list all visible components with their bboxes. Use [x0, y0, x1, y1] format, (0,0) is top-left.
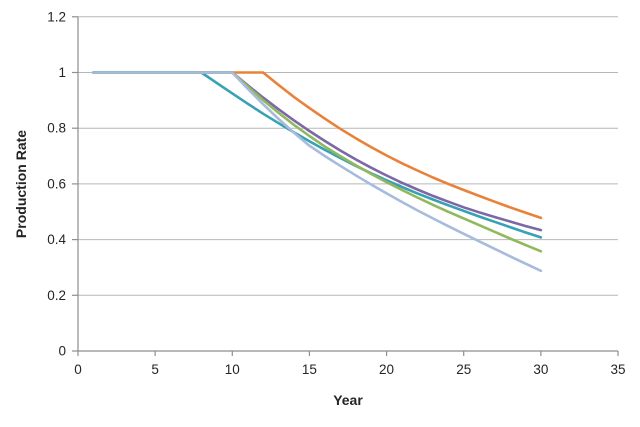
light-blue-line	[92, 71, 543, 273]
x-tick-label: 20	[379, 362, 394, 377]
y-tick-label: 0.4	[47, 232, 66, 247]
y-tick-label: 0.8	[47, 121, 66, 136]
y-tick-label: 0.6	[47, 176, 66, 191]
y-tick-label: 1.2	[47, 9, 66, 24]
green-line	[92, 71, 543, 253]
x-tick-label: 0	[74, 362, 82, 377]
x-tick-label: 5	[151, 362, 159, 377]
y-tick-label: 0.2	[47, 288, 66, 303]
y-tick-label: 1	[58, 65, 66, 80]
x-tick-label: 25	[456, 362, 471, 377]
x-tick-label: 15	[302, 362, 317, 377]
x-tick-label: 10	[225, 362, 240, 377]
x-tick-label: 30	[533, 362, 548, 377]
teal-line	[92, 71, 543, 239]
y-axis-title: Production Rate	[13, 129, 29, 239]
x-tick-label: 35	[610, 362, 625, 377]
y-tick-label: 0	[58, 344, 66, 359]
x-axis-title: Year	[333, 392, 363, 408]
